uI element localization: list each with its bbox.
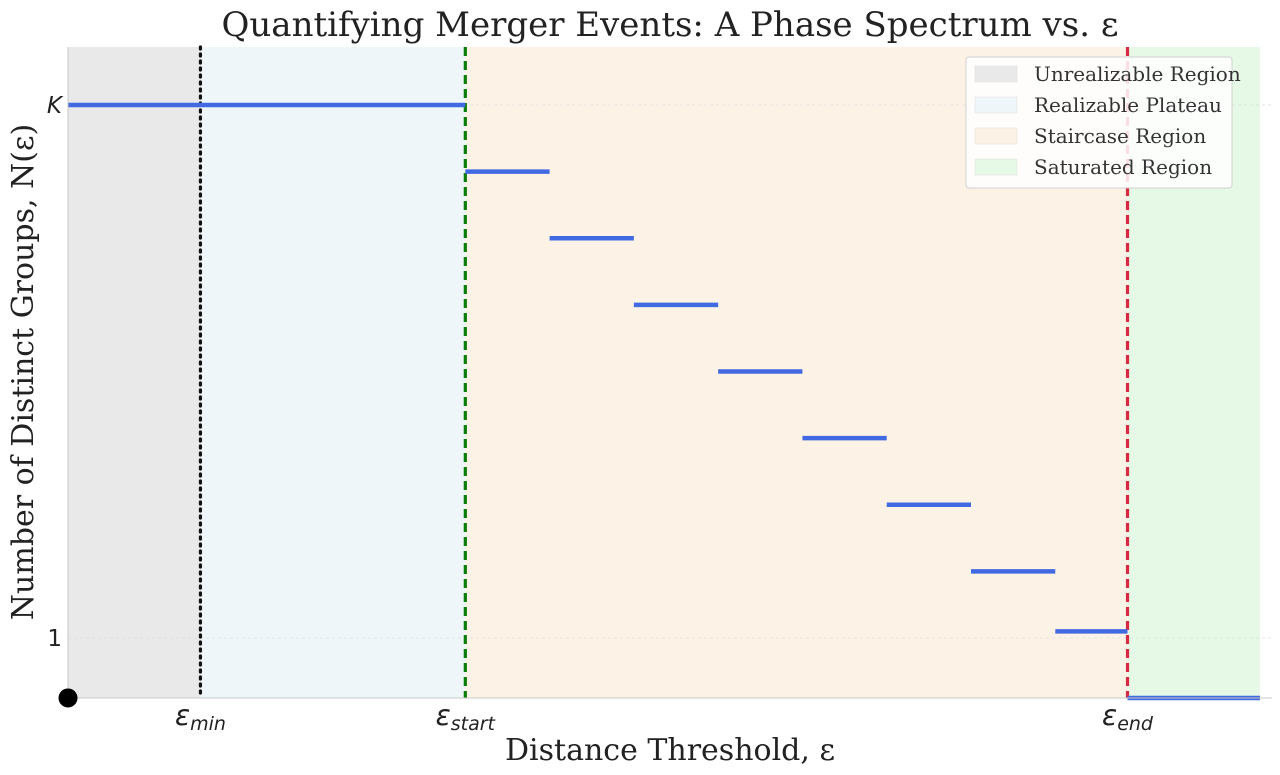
legend-swatch-3 bbox=[974, 158, 1018, 176]
region-band-1 bbox=[200, 47, 466, 698]
x-tick-label-1: εstart bbox=[436, 699, 497, 735]
axes bbox=[67, 47, 1272, 699]
y-axis-label: Number of Distinct Groups, N(ε) bbox=[6, 124, 41, 621]
x-tick-labels: εmin εstart εend bbox=[175, 699, 1154, 735]
y-tick-label-0: K bbox=[47, 93, 64, 119]
x-axis-label: Distance Threshold, ε bbox=[505, 733, 835, 768]
marker-dot bbox=[58, 688, 78, 708]
origin-marker bbox=[58, 688, 78, 708]
y-tick-label-1: 1 bbox=[47, 626, 62, 652]
legend-label-3: Saturated Region bbox=[1034, 155, 1212, 179]
y-tick-labels: K1 bbox=[47, 93, 64, 652]
legend-swatch-2 bbox=[974, 127, 1018, 145]
legend-frame bbox=[965, 56, 1233, 189]
x-tick-label-2: εend bbox=[1102, 699, 1154, 735]
threshold-lines bbox=[198, 45, 1130, 700]
region-band-0 bbox=[68, 47, 201, 698]
chart-title: Quantifying Merger Events: A Phase Spect… bbox=[222, 5, 1119, 45]
legend-swatch-1 bbox=[974, 96, 1018, 114]
x-tick-label-0: εmin bbox=[175, 699, 226, 735]
legend: Unrealizable Region Realizable Plateau Sta… bbox=[965, 56, 1241, 189]
legend-label-1: Realizable Plateau bbox=[1034, 93, 1222, 117]
legend-label-2: Staircase Region bbox=[1034, 124, 1206, 148]
legend-label-0: Unrealizable Region bbox=[1034, 62, 1241, 86]
legend-swatch-0 bbox=[974, 65, 1018, 83]
